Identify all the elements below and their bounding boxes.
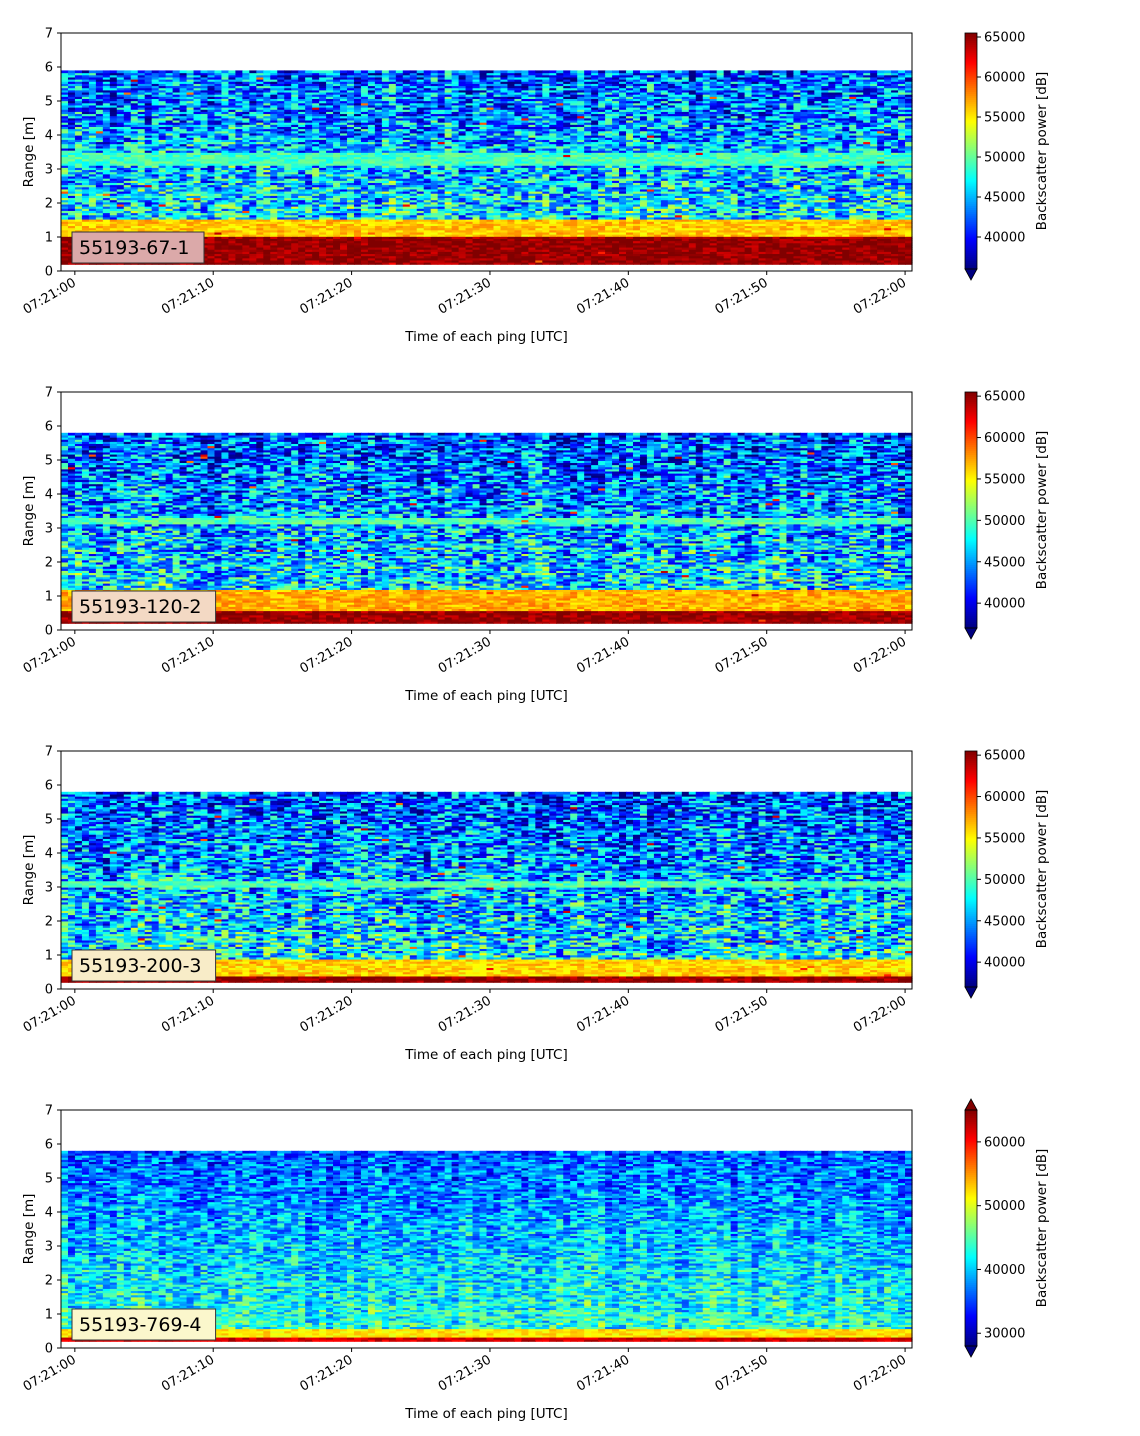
panel-1: 0123456707:21:00 07:21:10 07:21:20 07:21:30…: [21, 27, 1050, 346]
